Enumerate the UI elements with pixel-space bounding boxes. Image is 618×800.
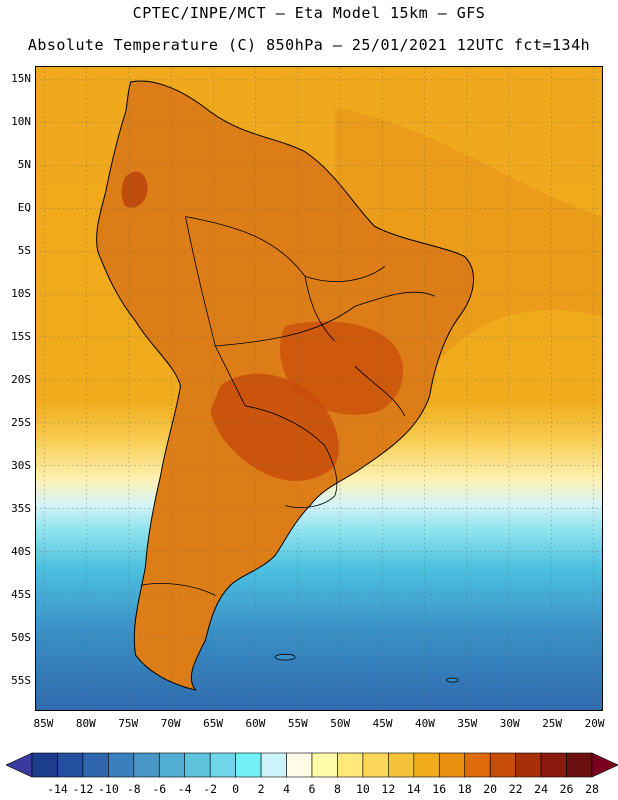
lon-label: 60W [245,717,266,730]
legend-label: 18 [457,782,472,796]
legend-label: -8 [126,782,141,796]
legend-label: 14 [406,782,421,796]
legend-swatch [82,752,109,778]
south-georgia [446,677,459,683]
lon-label: 25W [542,717,563,730]
legend-swatch [566,752,593,778]
hot-core-andes-north [121,171,148,208]
legend-swatch [311,752,338,778]
lat-label: 5S [17,244,31,258]
lon-label: 30W [499,717,520,730]
lon-label: 35W [457,717,478,730]
lat-label: 5N [17,158,31,172]
legend-swatch [337,752,364,778]
legend-swatch [235,752,262,778]
legend-swatch [464,752,491,778]
legend-swatch [438,752,466,778]
map-title-line1: CPTEC/INPE/MCT – Eta Model 15km – GFS [132,4,486,22]
lon-label: 40W [415,717,435,730]
legend-swatch [184,752,211,778]
legend-label: 0 [232,782,240,796]
lat-label: 10S [11,287,31,301]
lon-label: 85W [33,717,54,730]
lat-label: EQ [17,201,31,215]
legend-swatch [413,752,440,778]
legend-swatch [209,752,236,778]
lat-label: 15N [11,72,31,86]
legend-swatch [158,752,186,778]
graticule [36,67,602,710]
map-title-line2: Absolute Temperature (C) 850hPa – 25/01/… [27,36,591,54]
lat-label: 50S [11,631,31,645]
temperature-field [36,67,602,710]
lat-label: 25S [11,416,31,430]
lon-label: 65W [203,717,223,730]
legend-label: 8 [333,782,341,796]
color-legend-bar [6,752,618,778]
lat-label: 40S [11,545,31,559]
hot-core-central-brazil [279,321,404,415]
legend-label: 4 [283,782,290,796]
lon-label: 50W [330,717,351,730]
legend-swatch [388,752,415,778]
legend-label: 22 [508,782,523,796]
legend-label: 24 [534,782,548,796]
lat-label: 35S [11,502,31,516]
legend-label: -14 [47,782,68,796]
legend-overflow-arrow [591,752,618,778]
legend-swatch [133,752,160,778]
legend-swatch [515,752,542,778]
lat-label: 30S [11,459,31,473]
legend-swatch [362,752,389,778]
legend-label: 2 [257,782,265,796]
falkland-islands [274,653,296,661]
lat-label: 20S [11,373,31,387]
legend-label: 28 [585,782,599,796]
lat-label: 10N [11,115,31,129]
legend-swatch [108,752,135,778]
legend-label: -12 [72,782,94,796]
legend-label: 16 [432,782,447,796]
lat-label: 45S [11,588,31,602]
legend-label: 12 [381,782,396,796]
legend-swatch [57,752,84,778]
legend-label: -2 [203,782,218,796]
legend-swatch [540,752,567,778]
legend-swatch [489,752,516,778]
lon-label: 55W [287,717,308,730]
lon-label: 75W [118,717,139,730]
legend-underflow-arrow [6,752,33,778]
temperature-map [35,66,603,711]
legend-label: -6 [152,782,167,796]
lat-label: 55S [11,674,31,688]
legend-label: 20 [483,782,498,796]
lon-label: 45W [372,717,393,730]
legend-label: -10 [97,782,119,796]
lat-label: 15S [11,330,31,344]
legend-label: -4 [177,782,192,796]
legend-label: 26 [559,782,574,796]
legend-swatch [260,752,287,778]
legend-label: 10 [355,782,370,796]
lon-label: 70W [160,717,181,730]
country-borders [140,216,435,596]
legend-label: 6 [308,782,316,796]
lon-label: 20W [584,717,605,730]
legend-swatch [286,752,313,778]
legend-swatch [31,752,58,778]
lon-label: 80W [75,717,96,730]
